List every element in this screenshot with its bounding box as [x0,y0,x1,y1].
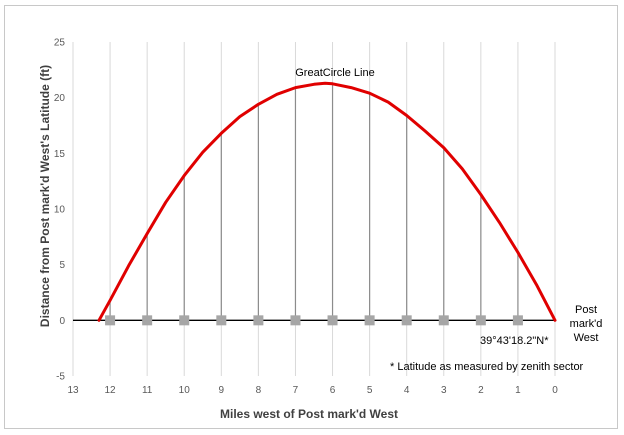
sample-marker-4 [401,315,412,326]
x-axis-title: Miles west of Post mark'd West [220,407,398,421]
sample-marker-12 [105,315,116,326]
y-tick-label-10: 10 [54,205,66,216]
x-tick-label-11: 11 [142,385,153,396]
sample-marker-10 [179,315,190,326]
chart-frame: 13 12 11 10 9 8 7 6 5 4 3 2 1 0 -5 0 5 10 15 20 25 Miles we… [4,5,618,429]
post-label-line-2: mark'd [570,318,603,330]
y-tick-label-20: 20 [54,93,66,104]
x-tick-label-0: 0 [552,385,558,396]
sample-marker-11 [142,315,153,326]
x-tick-label-13: 13 [67,385,79,396]
post-label-line-1: Post [575,304,597,316]
sample-marker-9 [216,315,227,326]
curve-label: GreatCircle Line [295,67,374,79]
y-tick-label-5: 5 [59,260,65,271]
great-circle-series [97,81,557,322]
footnote: * Latitude as measured by zenith sector [390,361,584,373]
sample-marker-2 [475,315,486,326]
x-tick-labels: 13 12 11 10 9 8 7 6 5 4 3 2 1 0 [67,385,558,396]
sample-marker-3 [438,315,449,326]
latitude-label: 39°43'18.2"N* [480,335,549,347]
x-tick-label-3: 3 [441,385,447,396]
x-tick-label-4: 4 [404,385,410,396]
post-label-line-3: West [574,332,599,344]
x-tick-label-9: 9 [219,385,225,396]
y-axis-title: Distance from Post mark'd West's Latitud… [38,65,52,327]
sample-marker-5 [364,315,375,326]
sample-marker-8 [253,315,264,326]
x-tick-label-8: 8 [256,385,262,396]
y-tick-label-25: 25 [54,38,66,49]
x-tick-label-1: 1 [515,385,521,396]
x-tick-label-5: 5 [367,385,373,396]
y-tick-labels: -5 0 5 10 15 20 25 [54,38,66,383]
y-tick-label--5: -5 [56,372,65,383]
sample-marker-6 [327,315,338,326]
drop-lines [109,83,519,321]
x-tick-label-10: 10 [179,385,191,396]
x-tick-label-6: 6 [330,385,336,396]
sample-marker-1 [512,315,523,326]
y-tick-label-0: 0 [59,316,65,327]
y-tick-label-15: 15 [54,149,66,160]
great-circle-line [97,81,557,322]
sample-marker-7 [290,315,301,326]
vertical-gridlines [72,42,556,376]
x-tick-label-12: 12 [105,385,117,396]
sample-markers [105,315,523,326]
x-tick-label-7: 7 [293,385,299,396]
x-tick-label-2: 2 [478,385,484,396]
